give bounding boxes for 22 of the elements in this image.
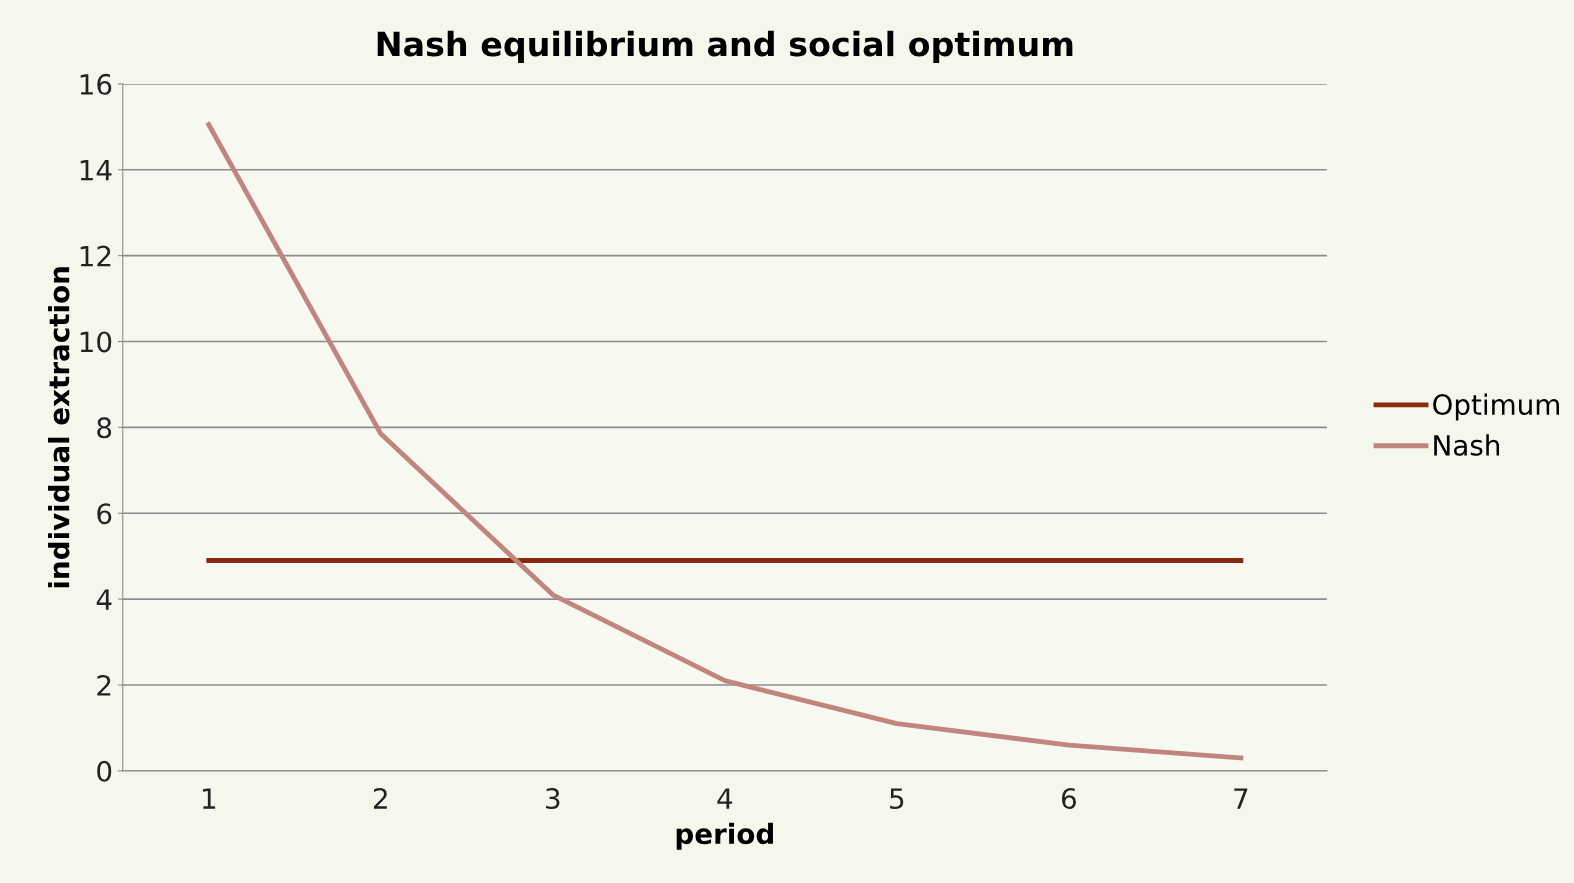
y-tick-label: 6 <box>97 503 112 525</box>
x-tick-label: 6 <box>1061 788 1076 810</box>
y-tick-label: 12 <box>80 245 111 267</box>
x-tick-label: 5 <box>890 788 904 810</box>
y-tick-label: 8 <box>97 417 112 439</box>
y-tick-label: 10 <box>80 331 112 353</box>
y-tick-label: 14 <box>80 160 112 181</box>
x-tick-label: 2 <box>373 788 387 809</box>
x-tick-label: 7 <box>1234 788 1248 809</box>
x-tick-label: 1 <box>202 788 216 809</box>
chart-title: Nash equilibrium and social optimum <box>377 30 1073 64</box>
x-tick-label: 4 <box>717 788 733 809</box>
x-tick-label: 3 <box>546 788 560 810</box>
y-tick-label: 2 <box>97 674 111 696</box>
legend-label: Nash <box>1434 434 1500 456</box>
x-axis-title: period <box>676 822 773 850</box>
legend-label: Optimum <box>1433 393 1559 421</box>
y-tick-label: 4 <box>96 589 112 610</box>
y-tick-label: 0 <box>97 760 112 782</box>
line-series <box>206 122 1244 761</box>
y-tick-label: 16 <box>80 73 112 95</box>
y-axis-title: individual extraction <box>48 267 70 588</box>
